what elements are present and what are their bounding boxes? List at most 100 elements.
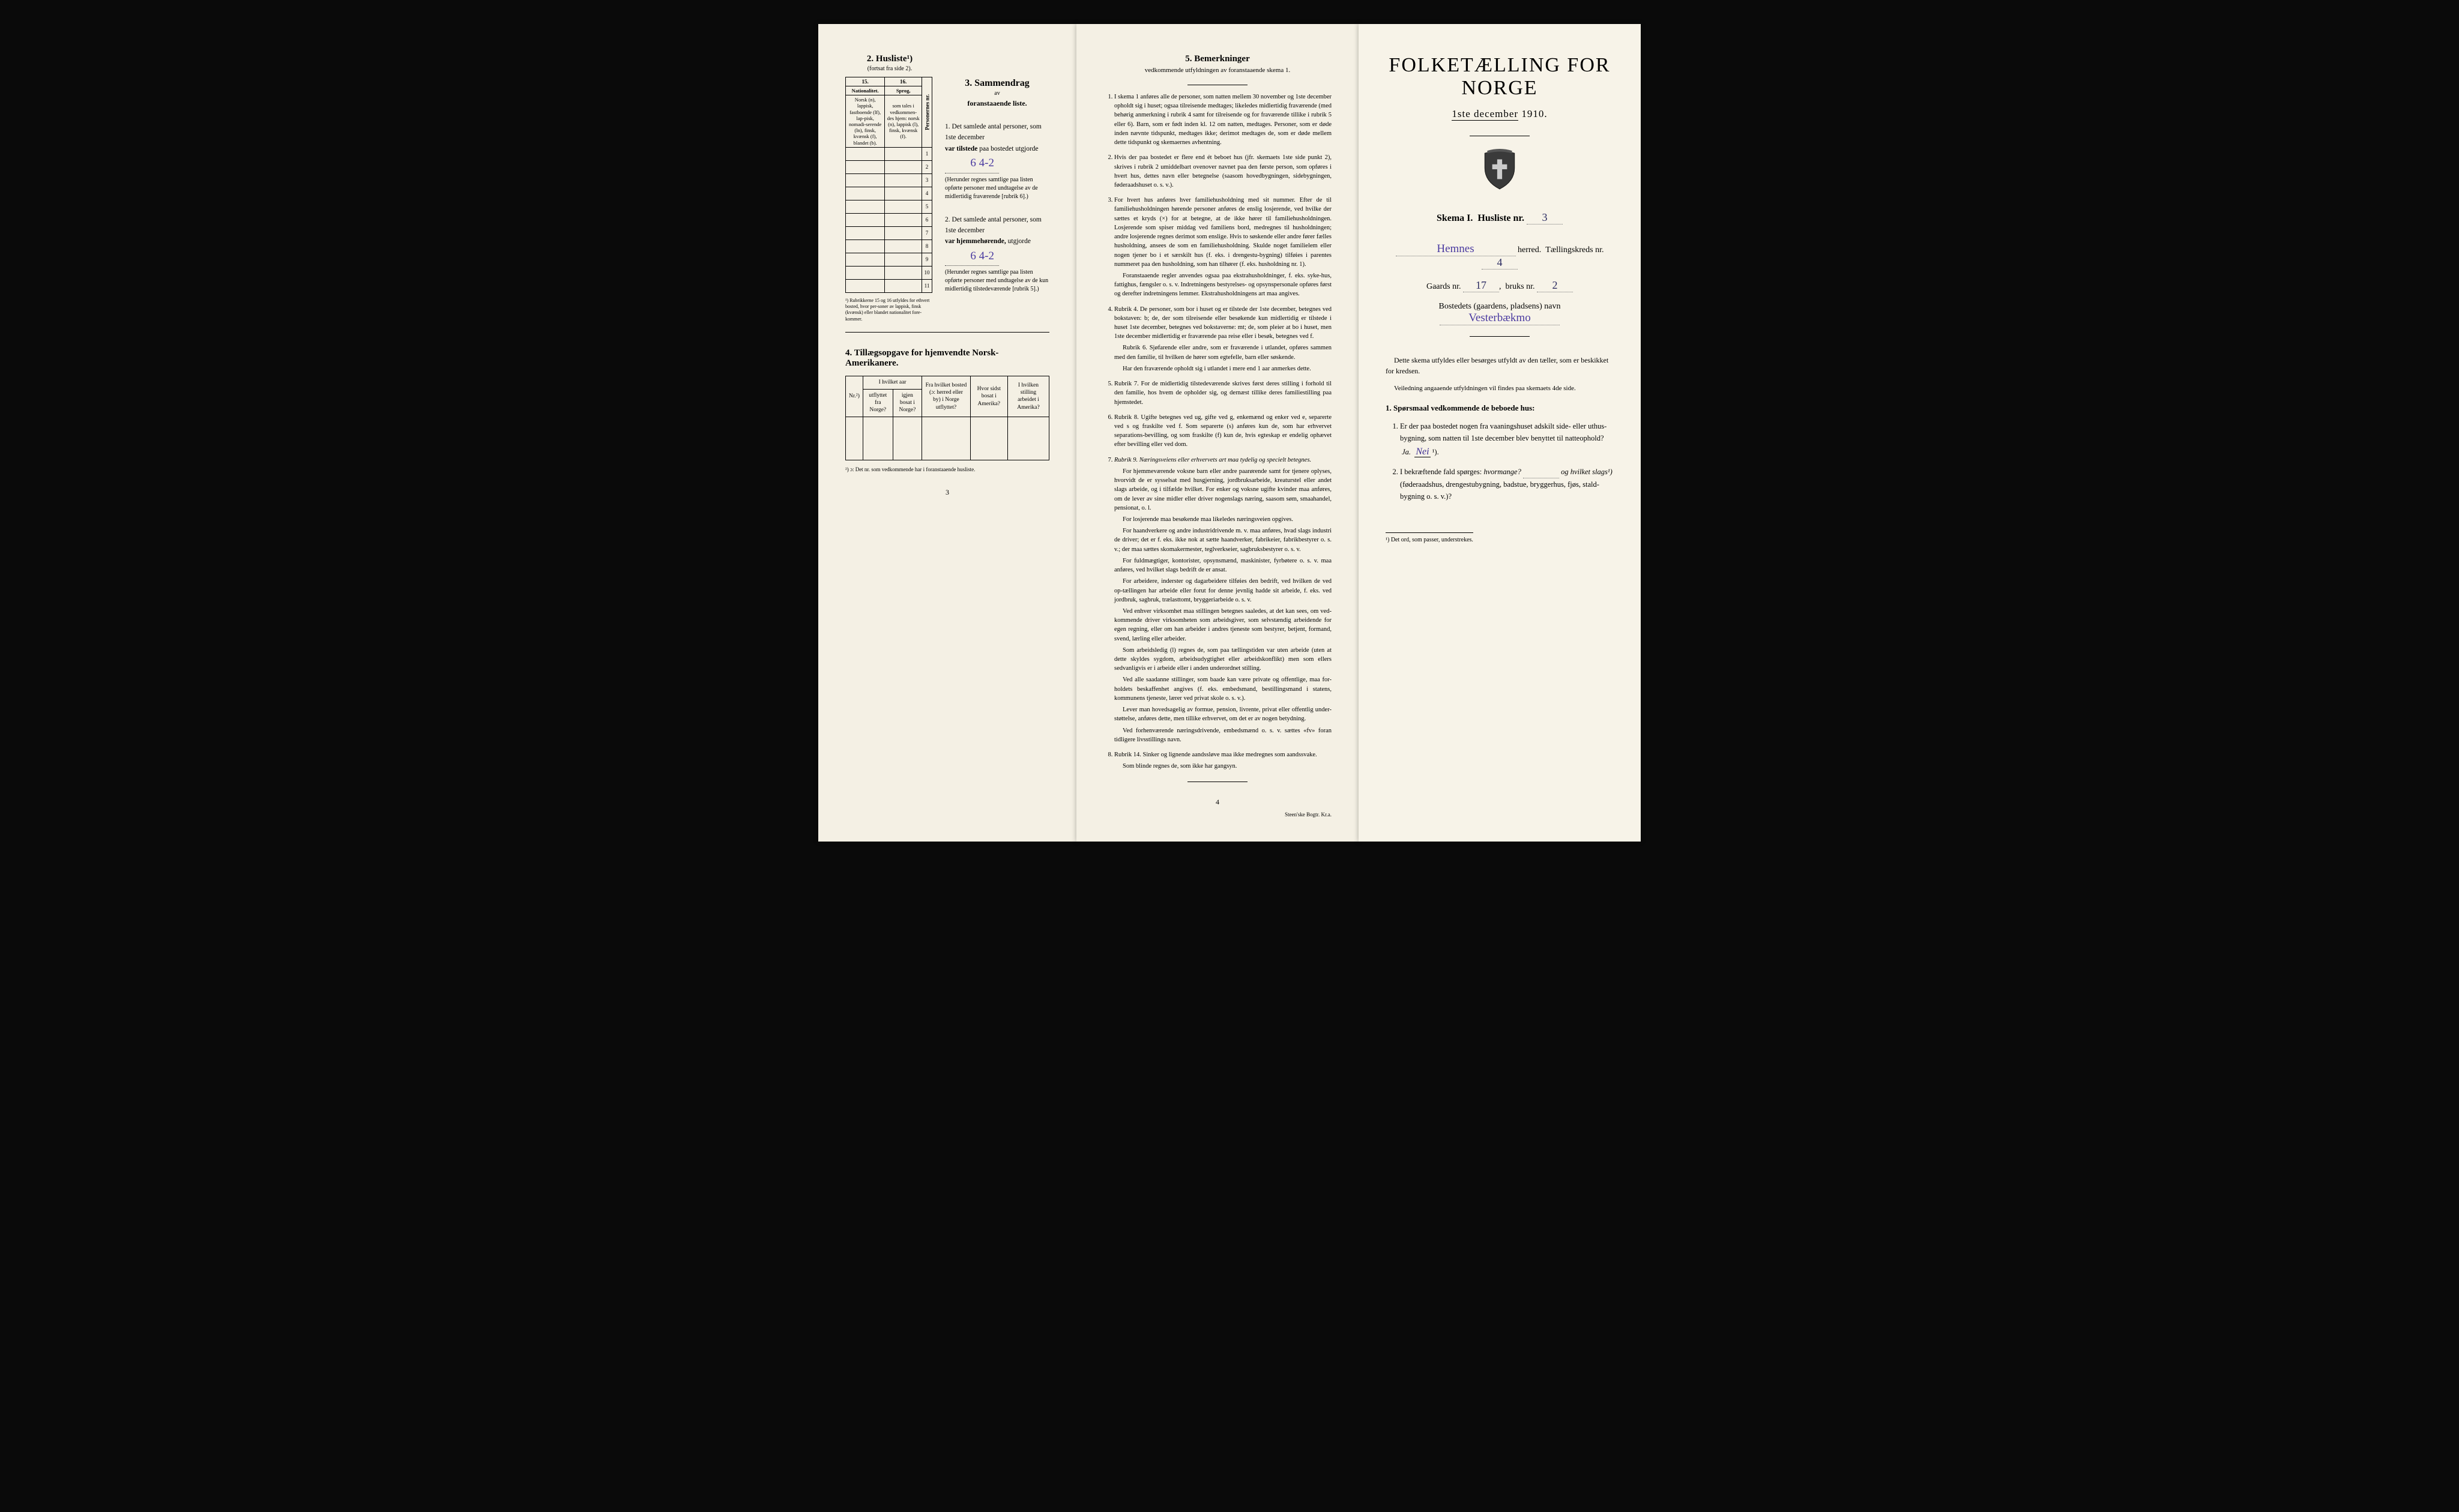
cell [885, 266, 922, 279]
cell [885, 187, 922, 200]
cell [1007, 417, 1049, 460]
question-1: Er der paa bostedet nogen fra vaaningshu… [1400, 420, 1614, 460]
bosted-row: Bostedets (gaardens, pladsens) navn Vest… [1386, 302, 1614, 325]
q2-a: I bekræftende fald spørges: [1400, 468, 1482, 476]
cell [846, 173, 885, 187]
q1-footmark: ¹). [1432, 448, 1439, 456]
question-2: I bekræftende fald spørges: hvormange? o… [1400, 466, 1614, 502]
cell [922, 417, 970, 460]
cell [970, 417, 1007, 460]
cell [885, 173, 922, 187]
col-15: 15. [846, 77, 885, 86]
cell [885, 239, 922, 253]
row-num: 10 [922, 266, 932, 279]
shield-icon [1481, 148, 1518, 191]
q2-d: (føderaadshus, drengestubygning, badstue… [1400, 480, 1599, 501]
gaards-nr: 17 [1476, 279, 1486, 291]
printer-mark: Steen'ske Bogtr. Kr.a. [1103, 812, 1332, 818]
gaards-label: Gaards nr. [1426, 282, 1461, 291]
remark-1: I skema 1 anføres alle de personer, som … [1114, 92, 1332, 147]
row-num: 7 [922, 226, 932, 239]
bruks-nr: 2 [1552, 279, 1558, 291]
cell [846, 187, 885, 200]
cell [846, 239, 885, 253]
remark-3-extra: Foranstaaende regler anvendes ogsaa paa … [1114, 271, 1332, 299]
bruks-label: bruks nr. [1506, 282, 1535, 291]
r7-p4: For arbeidere, inderster og dagarbeidere… [1114, 577, 1332, 604]
s2-text-c: utgjorde [1008, 238, 1031, 245]
husliste-subtitle: (fortsat fra side 2). [845, 65, 934, 72]
cell [846, 200, 885, 213]
remark-7-main: Rubrik 9. Næringsveiens eller erhvervets… [1114, 457, 1311, 463]
cell [885, 147, 922, 160]
r7-p9: Ved forhenværende næringsdrivende, embed… [1114, 726, 1332, 744]
q1-ja: Ja. [1402, 448, 1411, 456]
cell [846, 279, 885, 292]
cell [846, 226, 885, 239]
summary-item-2: 2. Det samlede antal personer, som 1ste … [945, 214, 1049, 294]
cell [885, 226, 922, 239]
husliste-column: 2. Husliste¹) (fortsat fra side 2). 15. … [845, 54, 934, 322]
remark-3-main: For hvert hus anføres hver familiehushol… [1114, 197, 1332, 268]
date-year: 1910. [1521, 108, 1547, 119]
q1-text: Er der paa bostedet nogen fra vaaningshu… [1400, 422, 1607, 442]
pers-nr-label: Personernes nr. [922, 77, 932, 148]
t4-c4: I hvilken stilling arbeidet i Amerika? [1007, 376, 1049, 417]
husliste-title: 2. Husliste¹) [845, 54, 934, 64]
cell [846, 266, 885, 279]
cell [885, 253, 922, 266]
r7-p7: Ved alle saadanne stillinger, som baade … [1114, 675, 1332, 703]
s2-note: (Herunder regnes samtlige paa listen opf… [945, 268, 1049, 294]
row-num: 2 [922, 160, 932, 173]
sammendrag-block: 3. Sammendrag av foranstaaende liste. 1.… [945, 54, 1049, 307]
table-4-amerikanere: Nr.²) I hvilket aar Fra hvilket bosted (… [845, 376, 1049, 460]
t4-c3: Hvor sidst bosat i Amerika? [970, 376, 1007, 417]
cell [846, 160, 885, 173]
remark-7: Rubrik 9. Næringsveiens eller erhvervets… [1114, 456, 1332, 744]
remark-3: For hvert hus anføres hver familiehushol… [1114, 196, 1332, 298]
q2-c: og hvilket slags¹) [1561, 468, 1613, 476]
page-number: 4 [1103, 798, 1332, 807]
page1-upper: 2. Husliste¹) (fortsat fra side 2). 15. … [845, 54, 1049, 322]
herred-suffix: herred. [1518, 245, 1541, 255]
cell [893, 417, 922, 460]
row-num: 6 [922, 213, 932, 226]
row-num: 5 [922, 200, 932, 213]
herred-name: Hemnes [1437, 242, 1474, 255]
table4-footnote: ²) ɔ: Det nr. som vedkommende har i fora… [845, 466, 1049, 472]
cell [885, 279, 922, 292]
gaards-row: Gaards nr. 17, bruks nr. 2 [1386, 279, 1614, 292]
instructions-block: Dette skema utfyldes eller besørges utfy… [1386, 355, 1614, 394]
divider [845, 332, 1049, 333]
r7-p6: Som arbeidsledig (l) regnes de, som paa … [1114, 646, 1332, 673]
row-num: 9 [922, 253, 932, 266]
census-date: 1ste december 1910. [1386, 108, 1614, 120]
page3-footnote: ¹) Det ord, som passer, understrekes. [1386, 532, 1473, 543]
r7-p3: For fuldmægtiger, kontorister, opsynsmæn… [1114, 556, 1332, 574]
instr-text: Dette skema utfyldes eller besørges utfy… [1386, 355, 1614, 376]
sammendrag-av: av [945, 90, 1049, 97]
r7-p0: For hjemmeværende voksne barn eller andr… [1114, 467, 1332, 513]
t4-nr: Nr.²) [846, 376, 863, 417]
col15-options: Norsk (n), lappisk, fastboende (lf), lap… [846, 95, 885, 148]
page-number: 3 [845, 488, 1049, 497]
remark-4-main: Rubrik 4. De personer, som bor i huset o… [1114, 306, 1332, 340]
bemerkninger-title: 5. Bemerkninger [1103, 54, 1332, 64]
q-header: 1. Spørsmaal vedkommende de beboede hus: [1386, 402, 1614, 415]
date-prefix: 1ste december [1452, 108, 1518, 121]
s1-note: (Herunder regnes samtlige paa listen opf… [945, 176, 1049, 201]
t4-c2: Fra hvilket bosted (ɔ: herred eller by) … [922, 376, 970, 417]
row-num: 4 [922, 187, 932, 200]
r7-p2: For haandverkere og andre industridriven… [1114, 526, 1332, 554]
t4-c1b: utflyttet fra Norge? [863, 389, 893, 417]
remark-8-extra: Som blinde regnes de, som ikke har gangs… [1114, 762, 1332, 771]
remark-6: Rubrik 8. Ugifte betegnes ved ug, gifte … [1114, 413, 1332, 450]
summary-item-1: 1. Det samlede antal personer, som 1ste … [945, 121, 1049, 201]
remark-4-ex2: Har den fraværende opholdt sig i utlande… [1114, 364, 1332, 373]
bemerkninger-sub: vedkommende utfyldningen av foranstaaend… [1103, 67, 1332, 74]
s2-bold: var hjemmehørende, [945, 238, 1006, 245]
divider [1470, 336, 1530, 337]
t4-aar: I hvilket aar [863, 376, 922, 389]
remark-8: Rubrik 14. Sinker og lignende aandssløve… [1114, 750, 1332, 771]
remark-4: Rubrik 4. De personer, som bor i huset o… [1114, 305, 1332, 374]
